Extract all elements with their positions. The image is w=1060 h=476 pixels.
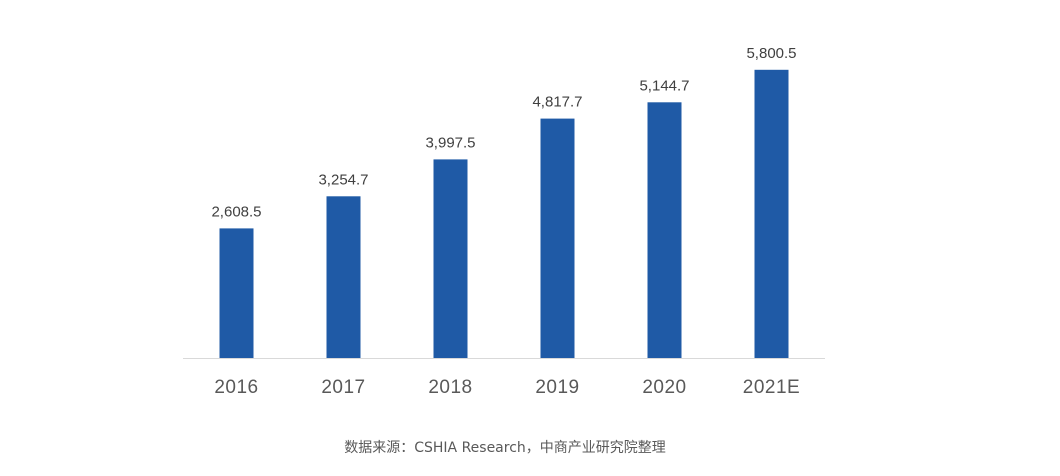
bar-2016 bbox=[219, 228, 254, 358]
x-tick-label-2019: 2019 bbox=[535, 377, 579, 398]
x-tick-label-2021E: 2021E bbox=[743, 377, 800, 398]
x-tick-label-2018: 2018 bbox=[428, 377, 472, 398]
bar-2017 bbox=[326, 196, 361, 358]
x-tick-label-2020: 2020 bbox=[642, 377, 686, 398]
value-label-2019: 4,817.7 bbox=[532, 94, 582, 111]
bar-2020 bbox=[647, 102, 682, 358]
x-tick-labels-layer: 2016 2017 2018 2019 2020 2021E bbox=[214, 377, 800, 398]
bars-layer bbox=[219, 69, 789, 359]
x-tick-label-2016: 2016 bbox=[214, 377, 258, 398]
x-tick-label-2017: 2017 bbox=[321, 377, 365, 398]
value-label-2021E: 5,800.5 bbox=[746, 45, 796, 62]
value-labels-layer: 2,608.5 3,254.7 3,997.5 4,817.7 5,144.7 5,800… bbox=[211, 45, 796, 221]
bar-2018 bbox=[433, 159, 468, 358]
source-note: 数据来源：CSHIA Research，中商产业研究院整理 bbox=[344, 440, 666, 456]
bar-2019 bbox=[540, 118, 575, 358]
value-label-2016: 2,608.5 bbox=[211, 203, 261, 220]
value-label-2020: 5,144.7 bbox=[639, 77, 689, 94]
value-label-2017: 3,254.7 bbox=[318, 171, 368, 188]
value-label-2018: 3,997.5 bbox=[425, 134, 475, 151]
bar-2021E bbox=[754, 69, 789, 359]
